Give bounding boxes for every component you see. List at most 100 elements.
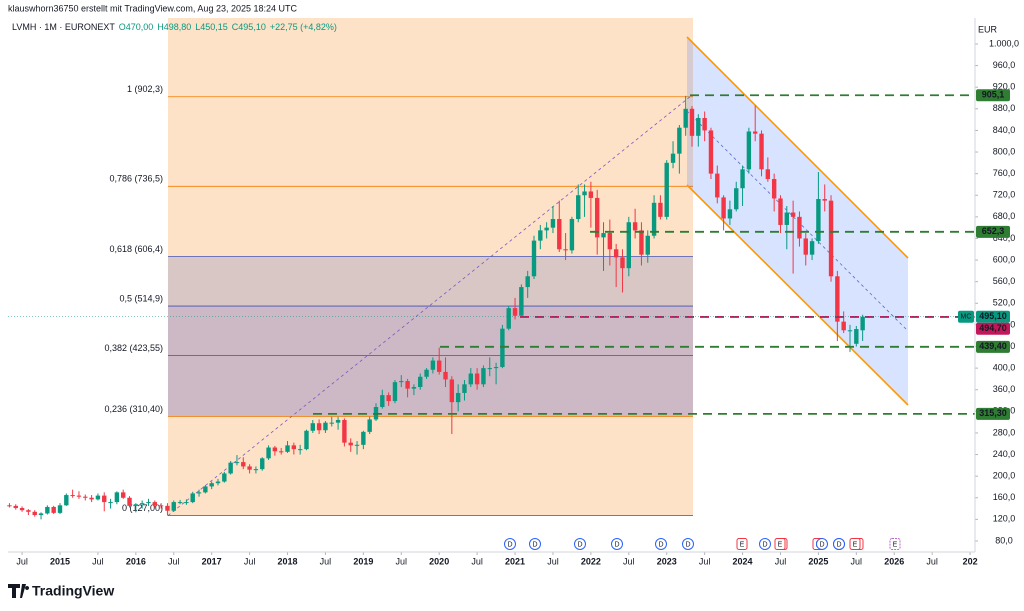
channel-top (686, 36, 909, 259)
candle-body (222, 473, 227, 482)
candle (45, 505, 50, 515)
candle (519, 284, 524, 317)
candle-body (392, 382, 398, 402)
dividend-icon (759, 538, 771, 550)
candle-body (228, 462, 233, 474)
candle-body (272, 447, 278, 452)
candle (696, 114, 701, 147)
y-tick-label: 120,0 (993, 514, 1016, 524)
y-tick-label: 760,0 (993, 168, 1016, 178)
candle-body (234, 462, 240, 464)
candle-body (462, 384, 467, 393)
candle-body (430, 360, 436, 370)
fib-zone-orange (168, 18, 693, 516)
candle (70, 489, 75, 498)
fib-label: 1 (902,3) (127, 84, 163, 94)
candle (190, 491, 195, 504)
candle (26, 509, 31, 516)
candle-body (342, 419, 347, 443)
price-tag (976, 322, 1010, 335)
candle-body (601, 233, 606, 238)
candle (595, 189, 600, 255)
candle (487, 357, 492, 377)
candle-body (771, 179, 777, 199)
candle (405, 378, 410, 398)
candle (316, 419, 322, 435)
candle (209, 481, 214, 490)
candle (291, 442, 297, 455)
x-tick-label: Jul (244, 556, 256, 566)
candle (689, 106, 695, 147)
candle-body (544, 227, 549, 231)
candle (607, 219, 613, 266)
candle-body (380, 395, 385, 408)
candle-body (449, 379, 455, 403)
candle (95, 493, 101, 501)
candle-body (531, 240, 537, 277)
candle-body (297, 449, 303, 451)
candle (468, 368, 473, 388)
x-tick-label: Jul (623, 556, 635, 566)
price-tag-label: 495,10 (979, 311, 1007, 321)
dividend-icon (833, 538, 845, 550)
candle (335, 416, 341, 430)
candle (342, 418, 347, 447)
candle (139, 500, 145, 509)
x-tick-label: 2018 (278, 556, 298, 566)
candle (76, 491, 82, 499)
candle-body (354, 444, 360, 446)
candle-body (569, 219, 575, 251)
candle-body (632, 222, 638, 231)
event-label: D (507, 541, 512, 548)
fib-zone-purple (168, 306, 693, 417)
candle-body (348, 442, 353, 446)
candle (241, 457, 246, 470)
candle (83, 494, 88, 501)
x-tick-label: 2019 (353, 556, 373, 566)
candle-body (797, 216, 802, 239)
candle-body (822, 199, 827, 201)
candle (279, 448, 284, 455)
candle-body (702, 117, 707, 131)
candle-body (361, 431, 366, 445)
event-label: D (762, 541, 767, 548)
event-label: D (532, 541, 537, 548)
price-tag-label: 905,1 (982, 90, 1005, 100)
candle-body (708, 130, 714, 174)
candle (481, 365, 486, 388)
candle-body (481, 368, 486, 385)
candle-body (746, 131, 752, 170)
x-tick-label: Jul (92, 556, 104, 566)
ohlc-o: O470,00 (119, 22, 154, 32)
candle-body (620, 257, 625, 269)
candle-body (468, 373, 473, 385)
price-tag-label: 494,70 (979, 323, 1007, 333)
candle (797, 211, 802, 247)
candle-body (487, 368, 492, 370)
y-tick-label: 360,0 (993, 384, 1016, 394)
candle-body (310, 423, 315, 431)
candle-body (279, 451, 284, 453)
candle (361, 430, 366, 450)
x-tick-label: 2026 (884, 556, 904, 566)
candle-body (727, 209, 733, 219)
x-tick-label: 2015 (50, 556, 70, 566)
x-tick-label: Jul (547, 556, 559, 566)
candle-body (854, 329, 859, 344)
event-label: E (893, 541, 898, 548)
y-tick-label: 920,0 (993, 82, 1016, 92)
earnings-icon (849, 538, 861, 550)
candle (437, 347, 442, 375)
candle (184, 499, 189, 505)
price-tag (976, 310, 1010, 323)
candle-body (809, 241, 815, 255)
fib-label: 0,382 (423,55) (104, 343, 163, 353)
candle-body (7, 505, 12, 507)
event-label: D (836, 541, 841, 548)
candle-body (557, 219, 562, 250)
candle (177, 499, 183, 505)
candle (165, 503, 170, 516)
fib-label: 0,5 (514,9) (119, 293, 163, 303)
y-tick-label: 960,0 (993, 60, 1016, 70)
dividend-icon (655, 538, 667, 550)
